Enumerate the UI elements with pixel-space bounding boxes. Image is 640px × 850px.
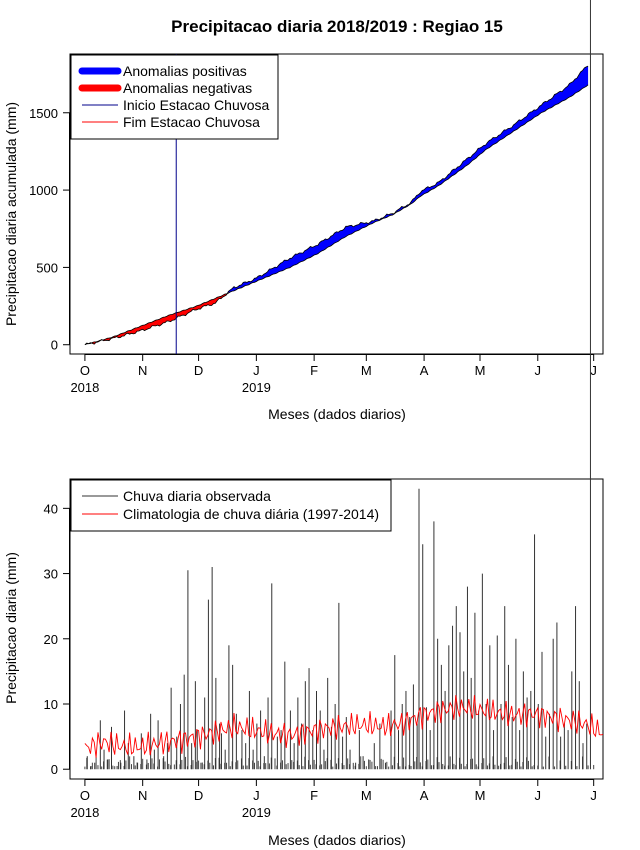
bottom-year-label: 2018 bbox=[70, 805, 99, 820]
climatology-cumulative-line bbox=[84, 84, 589, 346]
chart-title: Precipitacao diaria 2018/2019 : Regiao 1… bbox=[171, 17, 503, 36]
bottom-y-tick-label: 20 bbox=[44, 632, 58, 647]
top-y-axis-label: Precipitacao diaria acumulada (mm) bbox=[3, 102, 19, 326]
bottom-x-tick-label: O bbox=[80, 788, 90, 803]
bottom-y-tick-label: 40 bbox=[44, 501, 58, 516]
bottom-x-tick-label: M bbox=[361, 788, 372, 803]
top-x-tick-label: J bbox=[590, 363, 597, 378]
climatology-daily-line bbox=[84, 695, 604, 758]
top-x-tick-label: M bbox=[475, 363, 486, 378]
top-x-axis-label: Meses (dados diarios) bbox=[268, 406, 406, 422]
observed-cumulative-line bbox=[84, 65, 589, 346]
top-year-label: 2018 bbox=[70, 380, 99, 395]
top-legend: Anomalias positivas Anomalias negativas … bbox=[70, 54, 279, 140]
bottom-x-tick-label: J bbox=[253, 788, 260, 803]
top-x-tick-label: A bbox=[420, 363, 429, 378]
bottom-y-tick-label: 10 bbox=[44, 697, 58, 712]
top-x-tick-label: J bbox=[535, 363, 542, 378]
bottom-x-tick-label: F bbox=[310, 788, 318, 803]
bottom-legend: Chuva diaria observada Climatologia de c… bbox=[70, 479, 392, 532]
top-axes: O N D J F M A M J J 2018 2019 0 500 1000 1500 bbox=[29, 106, 597, 395]
bottom-x-tick-label: N bbox=[138, 788, 147, 803]
bottom-y-tick-label: 30 bbox=[44, 567, 58, 582]
bottom-y-tick-label: 0 bbox=[51, 762, 58, 777]
bottom-x-tick-label: J bbox=[590, 788, 597, 803]
bottom-axes: O N D J F M A M J J 2018 2019 0 10 20 30 40 bbox=[44, 501, 597, 820]
top-x-tick-label: J bbox=[253, 363, 260, 378]
legend-label-negative: Anomalias negativas bbox=[123, 80, 252, 96]
top-y-tick-label: 0 bbox=[51, 338, 58, 353]
top-x-tick-label: D bbox=[194, 363, 203, 378]
top-x-tick-label: M bbox=[361, 363, 372, 378]
bottom-plot-content bbox=[84, 0, 604, 770]
legend-label-end: Fim Estacao Chuvosa bbox=[123, 114, 260, 130]
bottom-legend-box bbox=[70, 479, 392, 532]
bottom-x-tick-label: A bbox=[420, 788, 429, 803]
bottom-x-tick-label: D bbox=[194, 788, 203, 803]
bottom-y-axis-label: Precipitacao diaria (mm) bbox=[3, 552, 19, 704]
top-x-tick-label: F bbox=[310, 363, 318, 378]
top-year-label: 2019 bbox=[242, 380, 271, 395]
top-y-tick-label: 500 bbox=[36, 260, 58, 275]
bottom-x-tick-label: M bbox=[475, 788, 486, 803]
legend-label-onset: Inicio Estacao Chuvosa bbox=[123, 97, 270, 113]
legend-label-observed: Chuva diaria observada bbox=[123, 488, 271, 504]
bottom-x-tick-label: J bbox=[535, 788, 542, 803]
legend-label-positive: Anomalias positivas bbox=[123, 63, 247, 79]
top-y-tick-label: 1500 bbox=[29, 106, 58, 121]
legend-label-climatology: Climatologia de chuva diária (1997-2014) bbox=[123, 506, 379, 522]
top-x-tick-label: O bbox=[80, 363, 90, 378]
top-x-tick-label: N bbox=[138, 363, 147, 378]
bottom-x-axis-label: Meses (dados diarios) bbox=[268, 832, 406, 848]
bottom-year-label: 2019 bbox=[242, 805, 271, 820]
top-y-tick-label: 1000 bbox=[29, 183, 58, 198]
